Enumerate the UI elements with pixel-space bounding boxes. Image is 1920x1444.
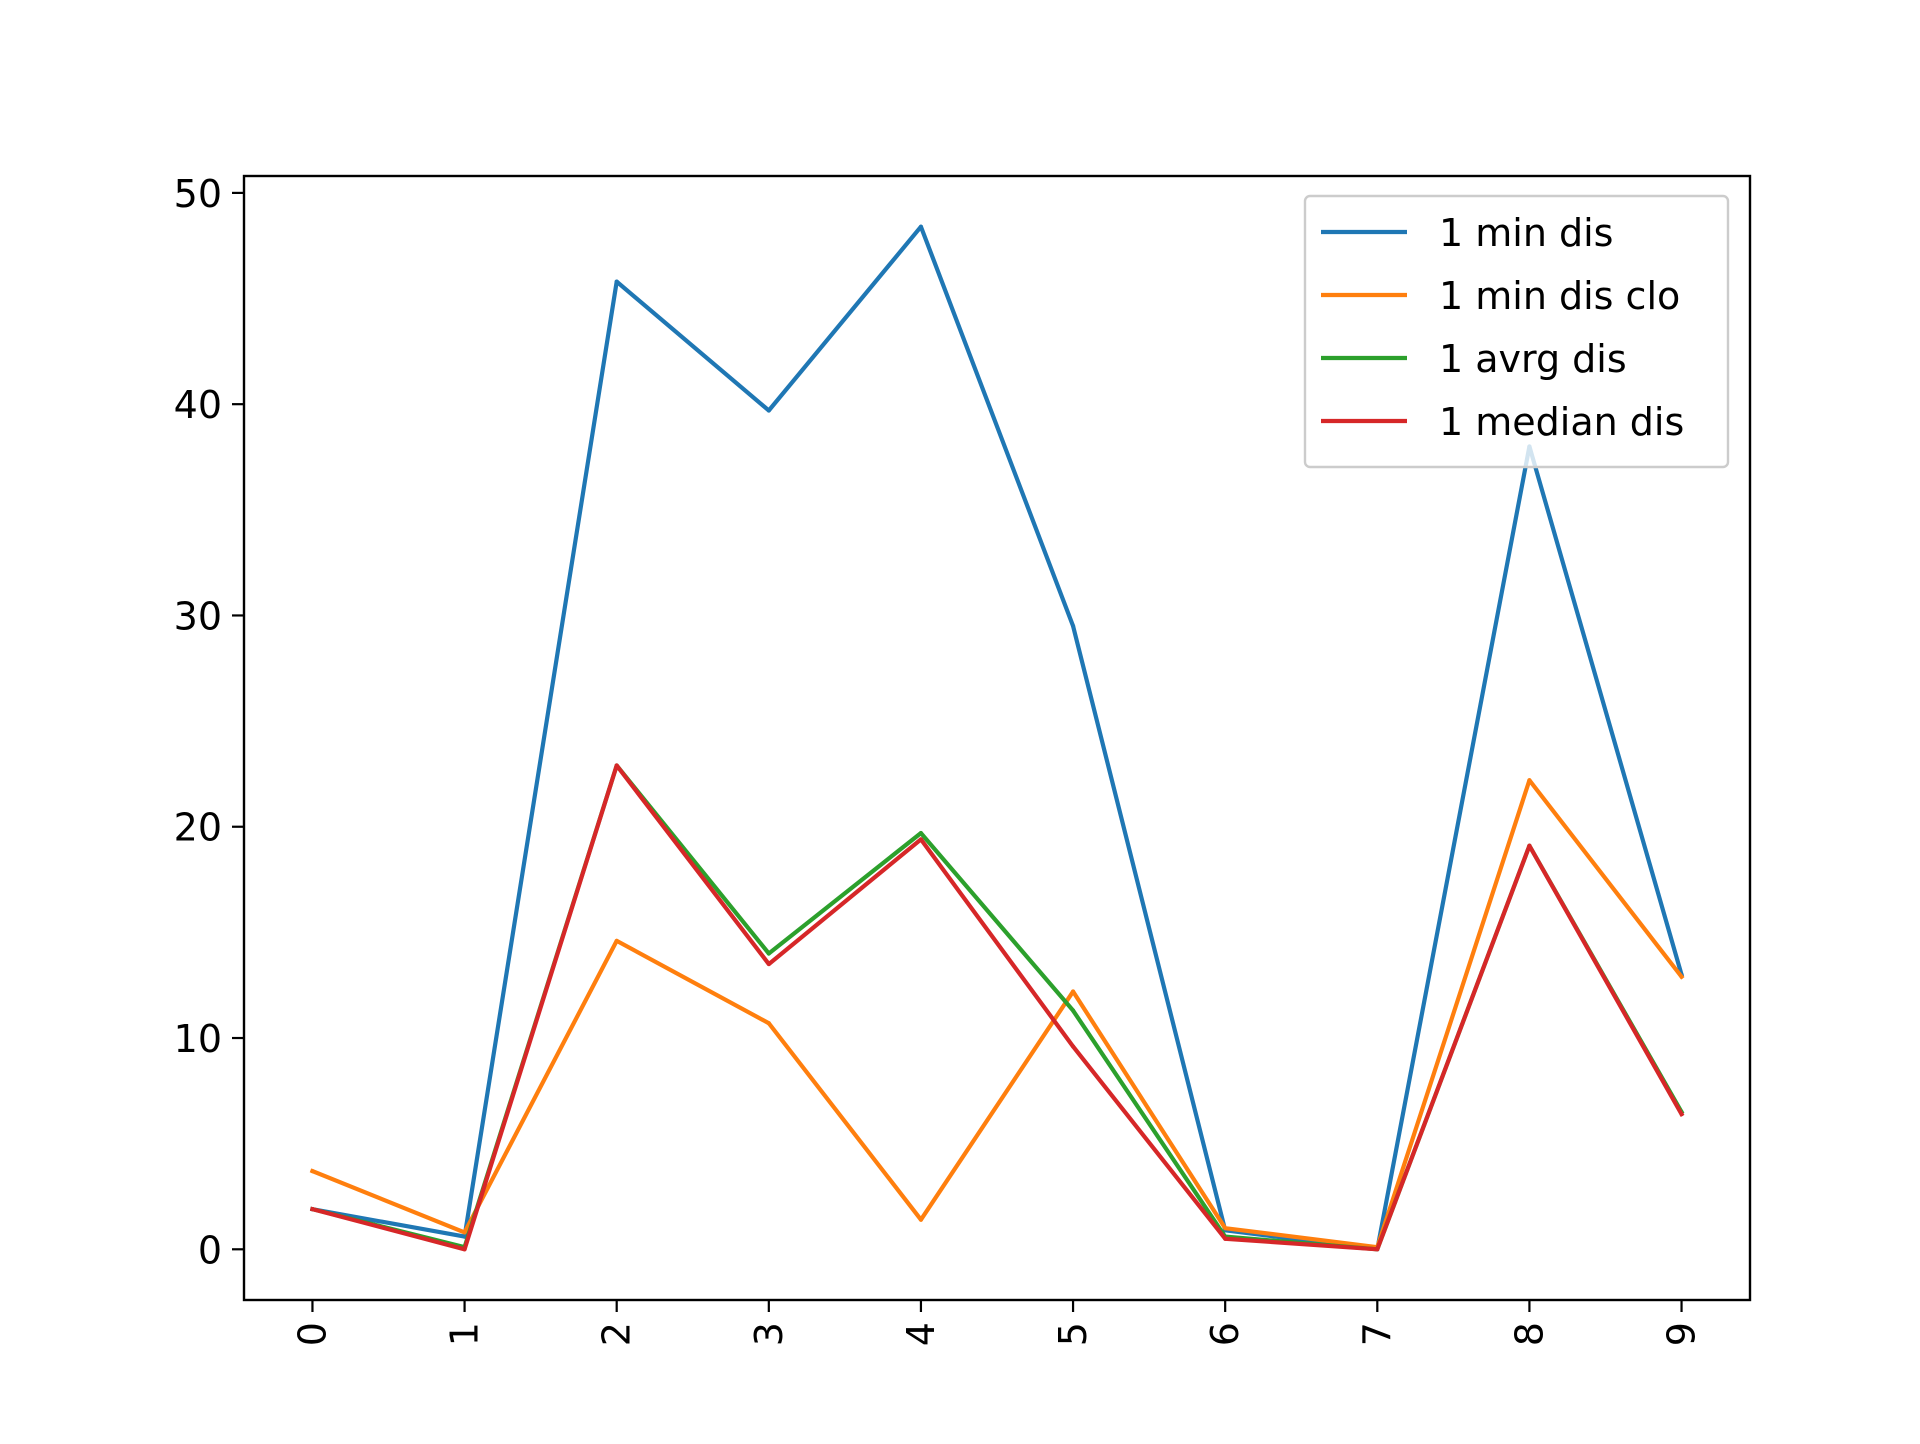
data-point [918, 837, 924, 842]
data-point [462, 1247, 467, 1252]
data-point [1679, 1111, 1684, 1117]
data-point [1070, 989, 1076, 994]
legend-label: 1 avrg dis [1439, 337, 1627, 381]
legend-item[interactable]: 1 min dis clo [1321, 274, 1680, 318]
legend-item[interactable]: 1 min dis [1321, 211, 1613, 255]
series-line [309, 778, 1685, 1250]
y-tick-label: 30 [174, 594, 222, 638]
data-point [918, 830, 924, 836]
x-tick-label: 3 [747, 1322, 791, 1346]
data-point [1070, 623, 1076, 629]
data-point [1070, 1008, 1076, 1013]
legend-box [1303, 194, 1730, 469]
y-axis: 0 10 20 30 40 50 [174, 172, 244, 1272]
legend-item[interactable]: 1 avrg dis [1321, 337, 1627, 381]
x-tick-label: 5 [1051, 1322, 1095, 1346]
data-point [614, 279, 619, 284]
x-tick-label: 9 [1660, 1322, 1704, 1346]
data-point [918, 1217, 924, 1222]
data-point [1527, 843, 1532, 848]
series-2 [309, 778, 1685, 1250]
series-line [310, 224, 1685, 1252]
data-point [766, 961, 771, 967]
y-tick-label: 20 [174, 806, 222, 850]
series-layer [309, 224, 1685, 1252]
data-point [1223, 1236, 1228, 1241]
data-point [1527, 778, 1532, 783]
series-line [309, 763, 1685, 1252]
data-point [1223, 1226, 1228, 1231]
legend-item[interactable]: 1 median dis [1321, 400, 1684, 444]
data-point [614, 938, 619, 943]
data-point [614, 763, 619, 768]
y-tick-label: 50 [174, 172, 222, 216]
data-point [310, 1169, 315, 1174]
x-tick-label: 4 [899, 1322, 943, 1346]
series-4 [309, 763, 1685, 1252]
data-point [1070, 1044, 1076, 1049]
y-tick-label: 0 [198, 1228, 222, 1272]
legend-label: 1 min dis [1439, 211, 1613, 255]
data-point [918, 224, 924, 229]
x-tick-label: 6 [1203, 1322, 1247, 1346]
x-tick-label: 7 [1355, 1322, 1399, 1346]
x-tick-label: 0 [290, 1322, 334, 1346]
data-point [310, 1207, 315, 1212]
x-tick-label: 2 [595, 1322, 639, 1346]
legend-label: 1 median dis [1439, 400, 1684, 444]
legend-label: 1 min dis clo [1439, 274, 1680, 318]
data-point [1375, 1247, 1380, 1252]
plot-area-frame [242, 174, 1752, 1302]
data-point [766, 951, 771, 956]
x-axis: 0 1 2 3 4 5 6 7 8 9 [290, 1300, 1704, 1346]
data-point [766, 1021, 771, 1026]
data-point [1679, 974, 1684, 979]
x-tick-label: 1 [443, 1322, 487, 1346]
data-point [462, 1230, 467, 1235]
y-tick-label: 40 [174, 383, 222, 427]
y-tick-label: 10 [174, 1017, 222, 1061]
x-tick-label: 8 [1507, 1322, 1551, 1346]
legend[interactable]: 1 min dis 1 min dis clo 1 avrg dis 1 median… [1303, 194, 1730, 469]
data-point [766, 408, 771, 413]
